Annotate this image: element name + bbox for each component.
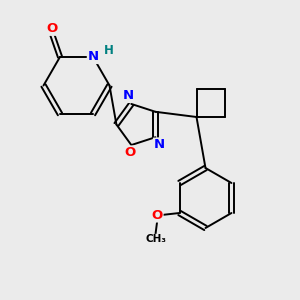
Text: N: N — [123, 89, 134, 102]
Text: N: N — [87, 50, 99, 63]
Text: O: O — [46, 22, 58, 35]
Text: H: H — [104, 44, 113, 57]
Text: O: O — [124, 146, 136, 159]
Text: CH₃: CH₃ — [145, 234, 166, 244]
Text: O: O — [152, 209, 163, 222]
Text: N: N — [154, 138, 165, 151]
